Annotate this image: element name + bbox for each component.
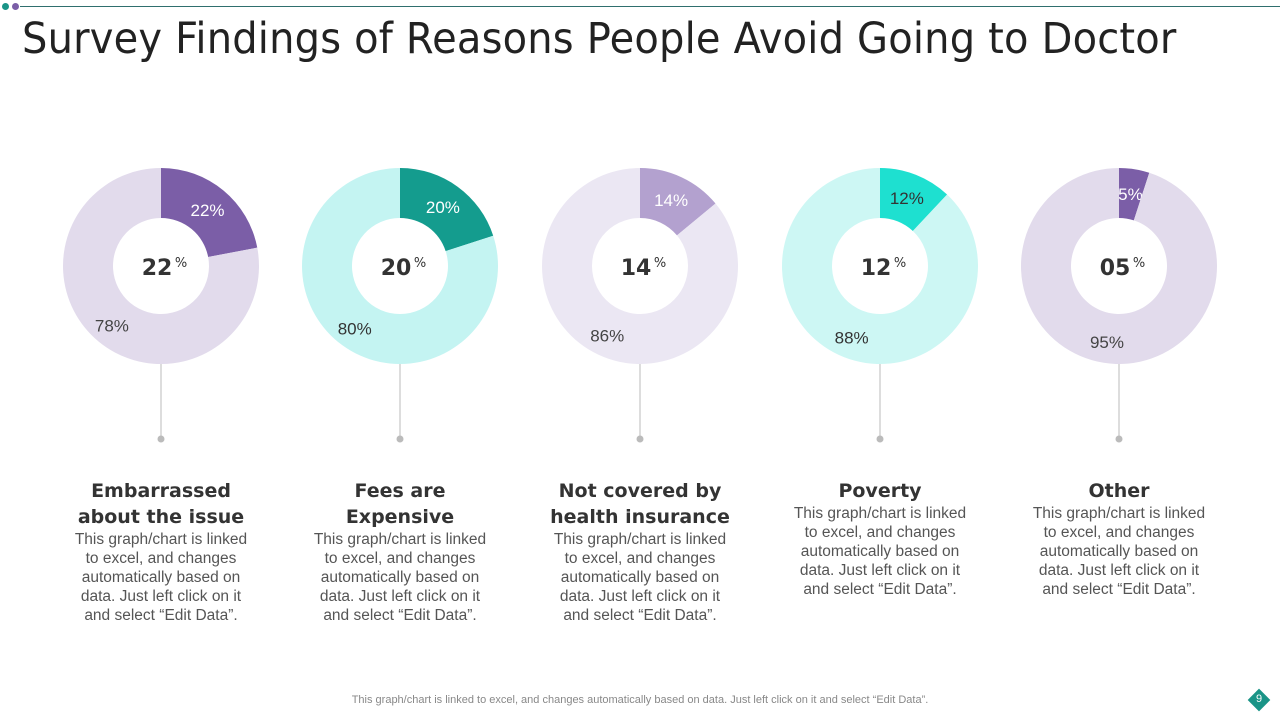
- donut-slice-rest[interactable]: [302, 168, 499, 364]
- description-line: to excel, and changes: [804, 524, 956, 541]
- category-description: This graph/chart is linked to excel, and …: [300, 530, 500, 625]
- connector-dot: [636, 435, 644, 443]
- description-line: and select “Edit Data”.: [84, 607, 238, 624]
- connector-dot: [876, 435, 884, 443]
- category-title: Fees are Expensive: [300, 478, 500, 530]
- category-title-line: about the issue: [77, 506, 245, 528]
- donut-slice-rest[interactable]: [542, 168, 738, 364]
- connector-dot: [396, 435, 404, 443]
- center-unit: %: [414, 256, 426, 271]
- category-column: Poverty This graph/chart is linked to exce…: [780, 478, 980, 599]
- decor-dot-teal: [2, 3, 9, 10]
- description-line: and select “Edit Data”.: [323, 607, 477, 624]
- connector-dot: [157, 435, 165, 443]
- description-line: to excel, and changes: [324, 550, 476, 567]
- donut-chart[interactable]: 14% 86% 14%: [542, 168, 738, 364]
- donut-slice-highlight[interactable]: [880, 168, 948, 232]
- description-line: automatically based on: [1039, 543, 1199, 560]
- description-line: automatically based on: [560, 569, 720, 586]
- category-title: Poverty: [780, 478, 980, 504]
- donut-slice-rest[interactable]: [781, 168, 978, 365]
- slice-data-label: 95%: [1090, 333, 1124, 352]
- description-line: This graph/chart is linked: [793, 505, 967, 522]
- category-column: Other This graph/chart is linked to excel,…: [1019, 478, 1219, 599]
- donut-slice-rest[interactable]: [1021, 168, 1218, 364]
- decor-dot-purple: [12, 3, 19, 10]
- category-description: This graph/chart is linked to excel, and …: [1019, 504, 1219, 599]
- center-value: 12: [861, 256, 892, 281]
- center-unit: %: [894, 256, 906, 271]
- center-value: 20: [381, 256, 412, 281]
- category-column: Fees are Expensive This graph/chart is lin…: [300, 478, 500, 625]
- category-description: This graph/chart is linked to excel, and …: [61, 530, 261, 625]
- category-column: Not covered by health insurance This graph…: [540, 478, 740, 625]
- slice-data-label: 88%: [835, 329, 869, 348]
- slice-data-label: 14%: [654, 191, 688, 210]
- description-line: and select “Edit Data”.: [1042, 581, 1196, 598]
- footer-note: This graph/chart is linked to excel, and…: [351, 694, 929, 706]
- header-rule: [20, 6, 1280, 7]
- category-title: Embarrassed about the issue: [61, 478, 261, 530]
- category-title-line: Not covered by: [558, 480, 722, 502]
- category-description: This graph/chart is linked to excel, and …: [780, 504, 980, 599]
- slice-data-label: 80%: [338, 319, 372, 338]
- category-description: This graph/chart is linked to excel, and …: [540, 530, 740, 625]
- description-line: automatically based on: [81, 569, 241, 586]
- description-line: and select “Edit Data”.: [563, 607, 717, 624]
- category-title-line: Expensive: [345, 506, 455, 528]
- description-line: This graph/chart is linked: [74, 531, 248, 548]
- connector-dot: [1115, 435, 1123, 443]
- category-title-line: Other: [1088, 480, 1150, 502]
- category-title-line: Poverty: [838, 480, 922, 502]
- donut-slice-rest[interactable]: [63, 168, 259, 364]
- center-value: 05: [1100, 256, 1131, 281]
- description-line: This graph/chart is linked: [1032, 505, 1206, 522]
- donut-slice-highlight[interactable]: [640, 168, 716, 236]
- description-line: to excel, and changes: [85, 550, 237, 567]
- center-unit: %: [1133, 256, 1145, 271]
- donut-chart[interactable]: 12% 88% 12%: [781, 168, 978, 365]
- category-title-line: health insurance: [550, 506, 730, 528]
- description-line: data. Just left click on it: [1038, 562, 1200, 579]
- description-line: to excel, and changes: [1043, 524, 1195, 541]
- center-value: 22: [142, 256, 173, 281]
- donut-slice-highlight[interactable]: [1119, 168, 1150, 221]
- slice-data-label: 20%: [426, 198, 460, 217]
- description-line: data. Just left click on it: [319, 588, 481, 605]
- slice-data-label: 86%: [590, 327, 624, 346]
- slice-data-label: 12%: [890, 189, 924, 208]
- donut-chart[interactable]: 5% 95% 05%: [1021, 168, 1218, 364]
- page-number-badge: 9: [1247, 688, 1271, 712]
- category-column: Embarrassed about the issue This graph/cha…: [61, 478, 261, 625]
- category-title: Not covered by health insurance: [540, 478, 740, 530]
- page-number: 9: [1255, 693, 1263, 705]
- description-line: data. Just left click on it: [80, 588, 242, 605]
- donut-slice-highlight[interactable]: [161, 168, 258, 258]
- center-unit: %: [654, 256, 666, 271]
- donut-slice-highlight[interactable]: [400, 168, 494, 252]
- description-line: automatically based on: [320, 569, 480, 586]
- description-line: to excel, and changes: [564, 550, 716, 567]
- category-title: Other: [1019, 478, 1219, 504]
- description-line: data. Just left click on it: [559, 588, 721, 605]
- description-line: This graph/chart is linked: [553, 531, 727, 548]
- slice-data-label: 78%: [95, 316, 129, 335]
- center-unit: %: [175, 256, 187, 271]
- donut-chart[interactable]: 22% 78% 22%: [63, 168, 259, 364]
- description-line: data. Just left click on it: [799, 562, 961, 579]
- category-title-line: Embarrassed: [91, 480, 231, 502]
- description-line: automatically based on: [800, 543, 960, 560]
- donut-chart[interactable]: 20% 80% 20%: [302, 168, 499, 364]
- slice-data-label: 5%: [1118, 185, 1143, 204]
- page-title: Survey Findings of Reasons People Avoid …: [22, 14, 1177, 64]
- slice-data-label: 22%: [191, 201, 225, 220]
- description-line: This graph/chart is linked: [313, 531, 487, 548]
- description-line: and select “Edit Data”.: [803, 581, 957, 598]
- center-value: 14: [621, 256, 652, 281]
- category-title-line: Fees are: [354, 480, 446, 502]
